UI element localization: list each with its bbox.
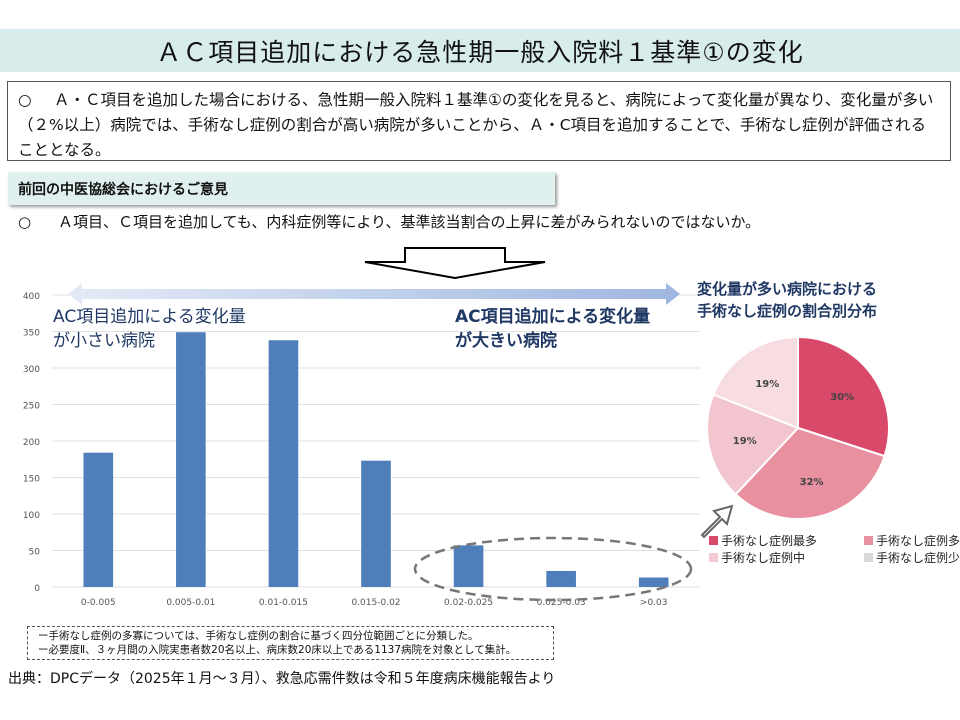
legend-swatch [864,553,873,562]
page-title: ＡＣ項目追加における急性期一般入院料１基準①の変化 [0,29,960,72]
bar [83,452,114,587]
y-tick-label: 100 [23,511,40,521]
summary-box: ○ Ａ・Ｃ項目を追加した場合における、急性期一般入院料１基準①の変化を見ると、病院… [7,81,951,161]
x-axis-ticks: 0-0.005 0.005-0.01 0.01-0.015 0.015-0.02 0.0… [81,598,668,608]
x-tick-label: 0.005-0.01 [166,598,215,608]
legend-label: 手術なし症例少 [876,550,960,565]
pie-slice [734,426,886,520]
bar [453,545,484,587]
x-tick-label: 0.02-0.025 [444,598,493,608]
legend-label: 手術なし症例最多 [721,533,817,548]
y-tick-label: 0 [34,584,40,594]
down-arrow-icon [364,247,546,280]
y-tick-label: 200 [23,438,40,448]
pie-slice [712,335,799,430]
y-tick-label: 350 [23,329,40,339]
pie-slice-label: 19% [733,436,757,447]
x-tick-label: >0.03 [640,598,668,608]
highlight-ellipse [413,536,693,602]
bar [176,332,206,587]
pie-slice-label: 30% [830,392,854,403]
opinion-label: 前回の中医協総会におけるご意見 [8,172,555,205]
y-tick-label: 250 [23,402,40,412]
pie-slice-label: 19% [755,379,779,390]
pie-slice [797,335,890,458]
opinion-text-body: Ａ項目、Ｃ項目を追加しても、内科症例等により、基準該当割合の上昇に差がみられない… [58,213,761,231]
legend-label: 手術なし症例中 [721,550,805,565]
legend-swatch [864,536,873,545]
annotation-small-change: AC項目追加による変化量 [53,307,246,327]
pie-title-2: 手術なし症例の割合別分布 [697,302,877,320]
note-line: ー手術なし症例の多寡については、手術なし症例の割合に基づく四分位範囲ごとに分類し… [38,630,479,642]
opinion-text: ○ Ａ項目、Ｃ項目を追加しても、内科症例等により、基準該当割合の上昇に差がみられな… [18,211,760,232]
legend-swatch [709,536,718,545]
y-tick-label: 50 [29,548,41,558]
y-tick-label: 300 [23,365,40,375]
bar [546,570,576,587]
double-arrow-icon [68,283,680,305]
x-tick-label: 0.01-0.015 [259,598,308,608]
source-text: 出典：DPCデータ（2025年１月～３月）、救急応需件数は令和５年度病床機能報告… [8,671,556,687]
annotation-small-change-2: が小さい病院 [53,331,155,351]
legend-swatch [709,553,718,562]
bullet: ○ [18,213,32,231]
x-tick-label: 0.025-0.03 [537,598,586,608]
bullet: ○ [18,91,32,109]
bars [83,332,669,587]
annotation-large-change-2: が大きい病院 [455,330,557,351]
y-tick-label: 400 [23,292,40,302]
y-tick-label: 150 [23,475,40,485]
bar [361,460,391,587]
legend-label: 手術なし症例多 [876,533,960,548]
x-tick-label: 0.015-0.02 [351,598,400,608]
summary-text: Ａ・Ｃ項目を追加した場合における、急性期一般入院料１基準①の変化を見ると、病院に… [18,91,934,159]
bar [268,340,299,587]
x-tick-label: 0-0.005 [81,598,116,608]
pie-title: 変化量が多い病院における [697,280,877,298]
annotation-large-change: AC項目追加による変化量 [455,306,650,327]
bar [638,577,669,587]
note-box: ー手術なし症例の多寡については、手術なし症例の割合に基づく四分位範囲ごとに分類し… [27,626,554,660]
hollow-arrow-icon [700,504,734,539]
pie-slice-label: 32% [800,477,824,488]
y-axis-ticks: 0 50 100 150 200 250 300 350 400 [23,292,40,594]
pie-chart: 30% 32% 19% 19% [706,335,890,520]
note-line: ー必要度Ⅱ、３ヶ月間の入院実患者数20名以上、病床数20床以上である1137病院… [38,644,517,656]
